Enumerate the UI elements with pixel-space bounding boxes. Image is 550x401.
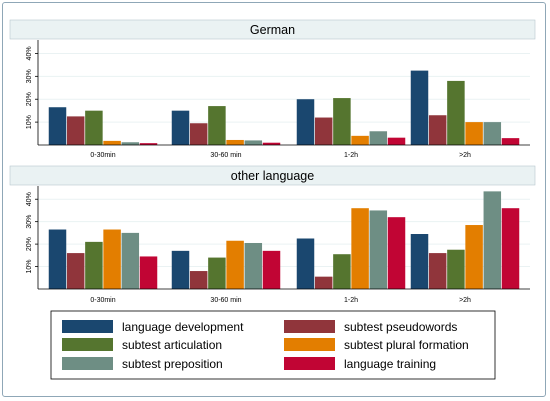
bar — [501, 208, 520, 289]
bar — [139, 256, 158, 289]
y-tick-label: 30% — [26, 215, 33, 229]
legend-label: subtest preposition — [122, 357, 223, 371]
bar — [85, 241, 103, 289]
x-tick-label: >2h — [459, 297, 471, 304]
legend-label: language development — [122, 320, 244, 334]
legend-label: language training — [344, 357, 436, 371]
bar — [369, 131, 388, 145]
legend-swatch — [284, 338, 335, 351]
bar — [244, 242, 263, 289]
bar — [483, 122, 502, 145]
bar — [189, 123, 208, 145]
x-tick-label: 0-30min — [90, 297, 115, 304]
bar — [66, 116, 85, 145]
bar — [66, 253, 85, 289]
bar — [171, 110, 190, 145]
bar — [171, 250, 190, 289]
legend: language development subtest pseudowords s… — [50, 310, 496, 380]
bar — [139, 143, 158, 145]
legend-swatch — [284, 320, 335, 333]
bar — [121, 232, 140, 289]
legend-box — [50, 310, 496, 380]
panel-title-strip — [9, 19, 536, 40]
legend-swatch — [284, 357, 335, 370]
bar — [428, 253, 447, 289]
bar — [226, 240, 244, 289]
panel-title: German — [250, 23, 295, 37]
bar — [333, 254, 351, 289]
bar — [244, 140, 263, 145]
bar — [410, 70, 429, 145]
bar — [208, 106, 226, 145]
x-tick-label: 30-60 min — [210, 297, 241, 304]
bar — [296, 99, 315, 145]
bar — [48, 229, 67, 289]
bar — [501, 138, 520, 145]
y-tick-label: 20% — [26, 237, 33, 251]
bar — [103, 229, 121, 289]
bar — [333, 98, 351, 145]
y-tick-label: 30% — [26, 69, 33, 83]
x-tick-label: 1-2h — [344, 297, 358, 304]
bar — [296, 238, 315, 289]
bar — [85, 110, 103, 145]
legend-label: subtest pseudowords — [344, 320, 457, 334]
bar — [387, 137, 406, 145]
chart-panel-1: other language 10% 20% 30% 40% 0-30min 30-60 m… — [9, 165, 536, 304]
legend-swatch — [62, 320, 113, 333]
bar — [351, 135, 369, 145]
legend-label: subtest articulation — [122, 338, 222, 352]
x-tick-label: 1-2h — [344, 152, 358, 159]
bar — [314, 117, 333, 145]
x-tick-label: >2h — [459, 152, 471, 159]
x-tick-label: 0-30min — [90, 152, 115, 159]
legend-swatch — [62, 357, 113, 370]
panel-title-strip — [9, 165, 536, 186]
bar — [226, 139, 244, 145]
bar — [121, 142, 140, 145]
y-tick-label: 10% — [26, 260, 33, 274]
bar — [262, 142, 281, 145]
panel-title: other language — [231, 169, 314, 183]
bar — [314, 276, 333, 289]
bar — [262, 250, 281, 289]
y-tick-label: 10% — [26, 115, 33, 129]
bar — [387, 217, 406, 289]
y-tick-label: 20% — [26, 92, 33, 106]
bar — [103, 140, 121, 145]
bar — [48, 107, 67, 145]
bar — [465, 225, 483, 289]
bar — [369, 210, 388, 289]
chart-panel-0: German 10% 20% 30% 40% 0-30min 30-60 min 1-2h >2… — [9, 19, 536, 159]
bar — [410, 234, 429, 289]
bar — [208, 257, 226, 289]
legend-label: subtest plural formation — [344, 338, 469, 352]
x-tick-label: 30-60 min — [210, 152, 241, 159]
bar — [351, 208, 369, 289]
bar — [189, 271, 208, 289]
legend-swatch — [62, 338, 113, 351]
bar — [428, 115, 447, 145]
bar — [447, 249, 465, 289]
y-tick-label: 40% — [26, 192, 33, 206]
y-tick-label: 40% — [26, 46, 33, 60]
bar — [447, 80, 465, 145]
bar — [465, 122, 483, 145]
bar — [483, 191, 502, 289]
